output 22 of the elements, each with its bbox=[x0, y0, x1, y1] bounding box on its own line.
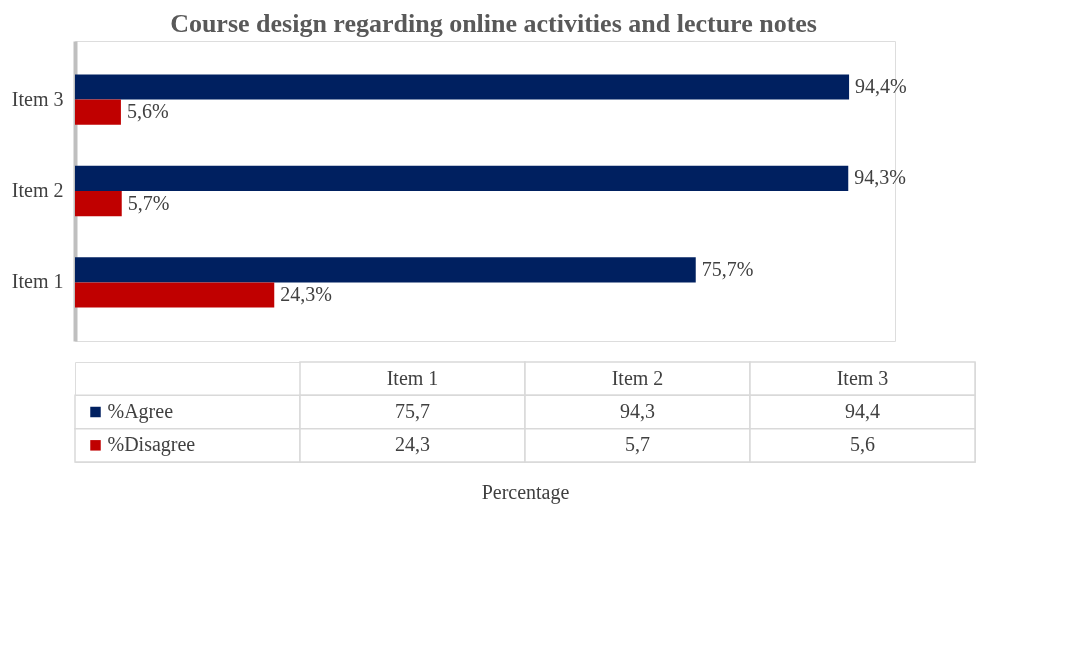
text: 94,4 bbox=[845, 400, 880, 422]
text: 5,7 bbox=[625, 433, 650, 456]
text: 75,7 bbox=[395, 400, 430, 422]
data-label: 24,3% bbox=[280, 283, 332, 306]
text: Percentage bbox=[481, 480, 570, 504]
data-label: 75,7% bbox=[701, 257, 754, 280]
data-label: 94,4% bbox=[855, 74, 907, 97]
data-label: 5,6% bbox=[126, 100, 169, 123]
y-tick-label: Item 2 bbox=[11, 179, 64, 201]
category-label: Item 3 bbox=[836, 366, 889, 389]
y-tick-label: Item 3 bbox=[11, 87, 64, 110]
data-label: 94,3% bbox=[854, 166, 906, 189]
category-label: Item 2 bbox=[611, 366, 664, 389]
legend-label: %Agree bbox=[107, 400, 174, 423]
legend-label: %Disagree bbox=[107, 433, 196, 457]
category-label: Item 1 bbox=[386, 366, 439, 389]
chart-title: Course design regarding online activities and lecture notes bbox=[170, 8, 817, 38]
text: 94,3 bbox=[620, 400, 655, 422]
data-label: 5,7% bbox=[127, 191, 170, 214]
y-tick-label: Item 1 bbox=[11, 270, 64, 293]
text: 24,3 bbox=[395, 433, 430, 456]
text: 5,6 bbox=[850, 433, 875, 456]
